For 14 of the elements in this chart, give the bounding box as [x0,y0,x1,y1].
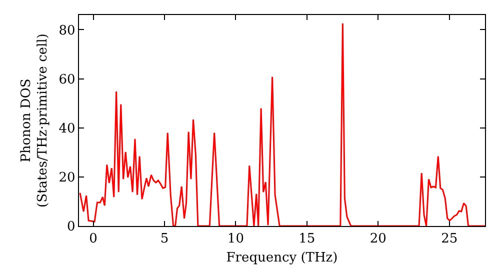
y-tick-label: 60 [58,72,76,88]
x-tick-label: 5 [160,232,169,247]
x-tick-label: 0 [89,232,98,247]
y-tick-label: 20 [58,170,76,186]
x-tick-label: 25 [441,232,458,247]
y-axis-title: Phonon DOS (States/THz·primitive cell) [18,33,51,208]
x-axis-title: Frequency (THz) [226,250,338,266]
x-tick-label: 15 [298,232,316,247]
y-tick-label: 0 [67,220,76,235]
x-tick-label: 20 [370,232,386,247]
y-tick-label: 40 [58,121,76,136]
line-series [79,22,485,226]
y-tick-label: 80 [58,23,76,38]
x-tick-label: 10 [227,232,244,247]
